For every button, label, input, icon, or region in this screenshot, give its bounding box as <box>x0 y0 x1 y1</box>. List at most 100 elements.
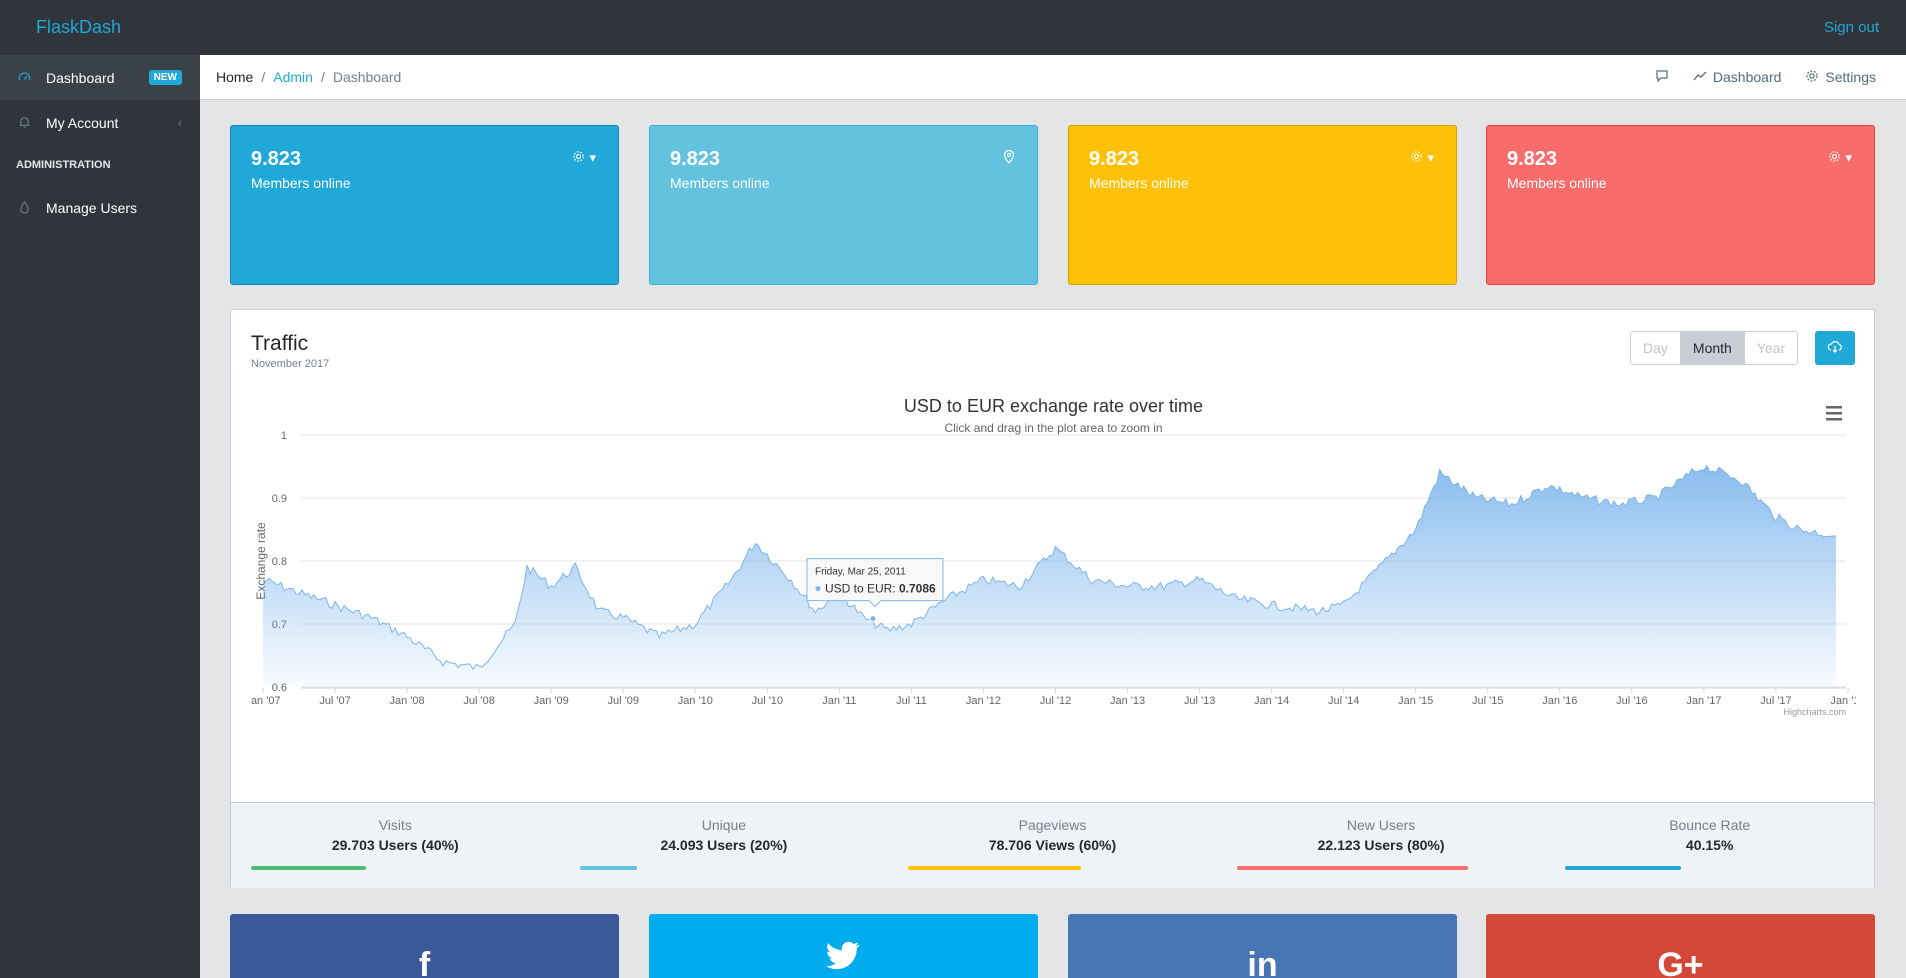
card-settings-dropdown[interactable]: ▾ <box>1828 150 1852 166</box>
menu-line <box>1826 406 1842 409</box>
x-tick-label: Jan '14 <box>1254 695 1289 707</box>
x-tick-label: Jul '11 <box>896 695 927 707</box>
range-year-button[interactable]: Year <box>1756 340 1786 356</box>
drop-icon <box>18 201 46 214</box>
stat-card-1: 9.823 Members online ▾ <box>230 125 619 285</box>
signout-link[interactable]: Sign out <box>1823 19 1879 36</box>
footer-stat-progress <box>908 866 1197 870</box>
tooltip-label: USD to EUR: 0.7086 <box>825 582 936 596</box>
social-card-linkedin[interactable]: in <box>1068 914 1457 978</box>
x-tick-label: Jan '09 <box>534 695 569 707</box>
footer-stat-bounce-rate: Bounce Rate 40.15% <box>1545 803 1874 888</box>
stat-label: Members online <box>1089 175 1189 191</box>
x-tick-label: Jan '10 <box>678 695 713 707</box>
stat-value: 9.823 <box>670 148 721 170</box>
sidebar-item-my-account[interactable]: My Account ‹ <box>0 100 200 145</box>
sidebar-item-label: Dashboard <box>46 69 115 86</box>
footer-stat-progress <box>251 866 540 870</box>
card-location-button[interactable] <box>1003 149 1015 167</box>
x-tick-label: Jan '16 <box>1542 695 1577 707</box>
traffic-footer-stats: Visits 29.703 Users (40%) Unique 24.093 … <box>231 802 1874 888</box>
gear-icon <box>1410 150 1423 166</box>
linkedin-icon: in <box>1247 946 1278 978</box>
x-tick-label: Jan '17 <box>1686 695 1721 707</box>
messages-button[interactable] <box>1655 69 1669 86</box>
x-tick-label: Jan '12 <box>966 695 1001 707</box>
x-tick-label: Jul '09 <box>608 695 639 707</box>
traffic-header: Traffic November 2017 <box>251 332 329 370</box>
sidebar-item-manage-users[interactable]: Manage Users <box>0 185 200 230</box>
tooltip-box <box>806 558 944 608</box>
footer-stat-value: 24.093 Users (20%) <box>660 837 788 853</box>
range-button-group: Day Month Year <box>1630 331 1799 365</box>
cloud-download-icon <box>1827 340 1843 357</box>
speech-icon <box>1655 69 1669 86</box>
caret-down-icon: ▾ <box>1427 150 1434 165</box>
chevron-left-icon: ‹ <box>178 115 182 130</box>
x-tick-label: Jul '07 <box>319 695 350 707</box>
stat-card-2: 9.823 Members online <box>649 125 1038 285</box>
x-tick-label: Jul '15 <box>1472 695 1503 707</box>
hover-point <box>869 615 877 623</box>
range-day-button[interactable]: Day <box>1631 332 1681 364</box>
google-plus-icon: G+ <box>1657 946 1704 978</box>
bell-icon <box>18 116 46 129</box>
x-tick-label: Jan '15 <box>1398 695 1433 707</box>
tooltip-marker <box>815 586 821 592</box>
progress-fill <box>1236 866 1468 870</box>
sidebar-section-title: ADMINISTRATION <box>16 159 111 171</box>
breadcrumb-home[interactable]: Home <box>216 69 254 85</box>
menu-settings-link[interactable]: Settings <box>1805 69 1876 86</box>
new-badge: NEW <box>148 70 182 85</box>
speedometer-icon <box>18 71 46 84</box>
menu-dashboard-label: Dashboard <box>1712 69 1782 85</box>
stat-card-4: 9.823 Members online ▾ <box>1486 125 1875 285</box>
social-card-facebook[interactable]: f <box>230 914 619 978</box>
social-card-twitter[interactable] <box>649 914 1038 978</box>
card-settings-dropdown[interactable]: ▾ <box>1410 150 1434 166</box>
range-month-button[interactable]: Month <box>1680 332 1745 364</box>
menu-dashboard-link[interactable]: Dashboard <box>1693 69 1782 86</box>
x-tick-label: Jul '14 <box>1328 695 1359 707</box>
footer-stat-value: 40.15% <box>1685 837 1734 853</box>
gear-icon <box>1828 150 1841 166</box>
footer-stat-title: Visits <box>378 817 412 833</box>
footer-stat-progress <box>1565 866 1854 870</box>
graph-icon <box>1693 69 1707 86</box>
y-tick-label: 0.9 <box>272 493 287 505</box>
caret-down-icon: ▾ <box>1845 150 1852 165</box>
chart-title: USD to EUR exchange rate over time <box>904 396 1203 416</box>
exchange-rate-chart[interactable]: USD to EUR exchange rate over time Click … <box>251 390 1856 795</box>
download-button[interactable] <box>1815 331 1855 365</box>
location-pin-icon <box>1003 149 1015 167</box>
traffic-card: Traffic November 2017 Day Month Year USD… <box>230 309 1875 888</box>
x-tick-label: Jul '08 <box>463 695 494 707</box>
sidebar-item-dashboard[interactable]: Dashboard NEW <box>0 55 200 100</box>
menu-line <box>1826 418 1842 421</box>
social-card-google-plus[interactable]: G+ <box>1486 914 1875 978</box>
footer-stat-value: 78.706 Views (60%) <box>988 837 1117 853</box>
card-settings-dropdown[interactable]: ▾ <box>572 150 596 166</box>
footer-stat-visits: Visits 29.703 Users (40%) <box>231 803 560 888</box>
x-tick-label: Jan '07 <box>251 695 281 707</box>
footer-stat-new-users: New Users 22.123 Users (80%) <box>1217 803 1546 888</box>
breadcrumb-separator: / <box>261 69 266 85</box>
menu-settings-label: Settings <box>1825 69 1876 85</box>
progress-fill <box>251 866 367 870</box>
breadcrumb-current: Dashboard <box>332 69 402 85</box>
progress-fill <box>1565 866 1681 870</box>
breadcrumb-menu: Dashboard Settings <box>1655 69 1890 86</box>
sidebar-item-label: My Account <box>46 114 119 131</box>
stat-value: 9.823 <box>251 148 302 170</box>
x-tick-label: Jul '12 <box>1040 695 1071 707</box>
breadcrumb-admin[interactable]: Admin <box>273 69 313 85</box>
footer-stat-title: New Users <box>1346 817 1416 833</box>
traffic-subtitle: November 2017 <box>251 358 330 370</box>
x-tick-label: Jan '11 <box>822 695 856 707</box>
stat-card-3: 9.823 Members online ▾ <box>1068 125 1457 285</box>
footer-stat-value: 22.123 Users (80%) <box>1317 837 1445 853</box>
y-tick-label: 0.8 <box>272 556 287 568</box>
gear-icon <box>572 150 585 166</box>
brand-logo[interactable]: FlaskDash <box>36 17 122 37</box>
tooltip-value: 0.7086 <box>899 582 936 596</box>
